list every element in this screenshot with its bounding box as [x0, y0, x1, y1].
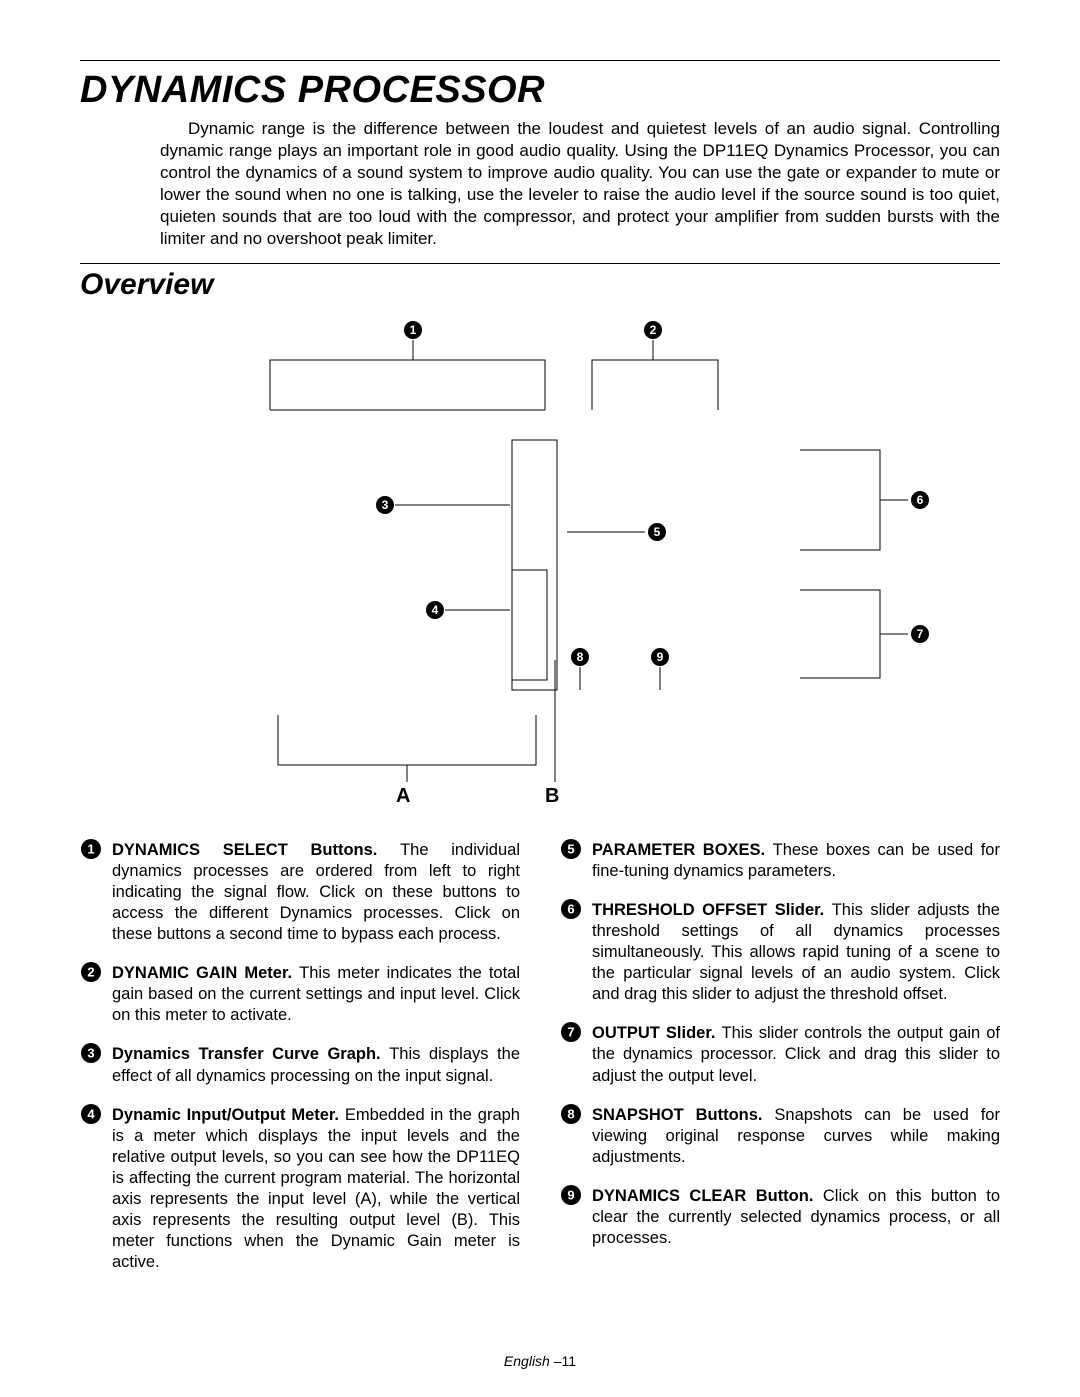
legend-item-5: 5 PARAMETER BOXES. These boxes can be us…	[560, 840, 1000, 882]
svg-text:6: 6	[567, 901, 574, 916]
badge-1: 1	[80, 838, 102, 860]
svg-text:5: 5	[567, 841, 574, 856]
footer-page: –11	[554, 1353, 576, 1369]
callout-9: 9	[650, 647, 670, 667]
legend-item-7: 7 OUTPUT Slider. This slider controls th…	[560, 1023, 1000, 1086]
footer-lang: English	[504, 1353, 550, 1369]
svg-text:4: 4	[87, 1106, 95, 1121]
legend-title: SNAPSHOT Buttons.	[592, 1106, 762, 1124]
legend-title: Dynamics Transfer Curve Graph.	[112, 1045, 381, 1063]
legend-item-4: 4 Dynamic Input/Output Meter. Embedded i…	[80, 1105, 520, 1274]
legend-title: THRESHOLD OFFSET Slider.	[592, 901, 824, 919]
intro-paragraph: Dynamic range is the difference between …	[160, 118, 1000, 251]
badge-2: 2	[80, 961, 102, 983]
svg-text:4: 4	[432, 603, 439, 617]
mid-rule	[80, 263, 1000, 264]
legend-item-1: 1 DYNAMICS SELECT Buttons. The individua…	[80, 840, 520, 946]
overview-diagram: 1 2 3 4 5 6 7 8 9 A B	[160, 310, 920, 820]
svg-text:8: 8	[567, 1106, 574, 1121]
top-rule	[80, 60, 1000, 61]
legend-title: DYNAMICS SELECT Buttons.	[112, 841, 377, 859]
svg-text:1: 1	[410, 323, 417, 337]
page-footer: English –11	[0, 1353, 1080, 1369]
svg-text:6: 6	[917, 493, 924, 507]
legend-title: DYNAMIC GAIN Meter.	[112, 964, 292, 982]
svg-text:2: 2	[87, 965, 94, 980]
callout-1: 1	[403, 320, 423, 340]
legend-col-right: 5 PARAMETER BOXES. These boxes can be us…	[560, 840, 1000, 1274]
legend-title: Dynamic Input/Output Meter.	[112, 1106, 339, 1124]
section-title: Overview	[80, 268, 1000, 302]
svg-text:7: 7	[567, 1025, 574, 1040]
legend-item-6: 6 THRESHOLD OFFSET Slider. This slider a…	[560, 900, 1000, 1006]
callout-5: 5	[647, 522, 667, 542]
legend-col-left: 1 DYNAMICS SELECT Buttons. The individua…	[80, 840, 520, 1274]
svg-text:8: 8	[577, 650, 584, 664]
badge-9: 9	[560, 1184, 582, 1206]
legend-title: PARAMETER BOXES.	[592, 841, 765, 859]
diagram-svg	[160, 310, 920, 820]
svg-text:2: 2	[650, 323, 657, 337]
legend-title: DYNAMICS CLEAR Button.	[592, 1187, 813, 1205]
legend-body: Embedded in the graph is a meter which d…	[112, 1106, 520, 1272]
svg-text:5: 5	[654, 525, 661, 539]
callout-8: 8	[570, 647, 590, 667]
badge-4: 4	[80, 1103, 102, 1125]
callout-7: 7	[910, 624, 930, 644]
badge-8: 8	[560, 1103, 582, 1125]
svg-text:9: 9	[567, 1187, 574, 1202]
svg-text:9: 9	[657, 650, 664, 664]
svg-text:3: 3	[87, 1046, 94, 1061]
badge-3: 3	[80, 1042, 102, 1064]
legend-item-8: 8 SNAPSHOT Buttons. Snapshots can be use…	[560, 1105, 1000, 1168]
label-a: A	[396, 785, 410, 808]
badge-5: 5	[560, 838, 582, 860]
svg-text:7: 7	[917, 627, 924, 641]
callout-3: 3	[375, 495, 395, 515]
legend-item-3: 3 Dynamics Transfer Curve Graph. This di…	[80, 1044, 520, 1086]
badge-7: 7	[560, 1021, 582, 1043]
svg-text:3: 3	[382, 498, 389, 512]
callout-4: 4	[425, 600, 445, 620]
badge-6: 6	[560, 898, 582, 920]
legend-title: OUTPUT Slider.	[592, 1024, 715, 1042]
callout-2: 2	[643, 320, 663, 340]
svg-text:1: 1	[87, 841, 94, 856]
callout-6: 6	[910, 490, 930, 510]
legend-item-9: 9 DYNAMICS CLEAR Button. Click on this b…	[560, 1186, 1000, 1249]
legend-item-2: 2 DYNAMIC GAIN Meter. This meter indicat…	[80, 963, 520, 1026]
page-title: DYNAMICS PROCESSOR	[80, 69, 1000, 112]
legend: 1 DYNAMICS SELECT Buttons. The individua…	[80, 840, 1000, 1274]
label-b: B	[545, 785, 559, 808]
